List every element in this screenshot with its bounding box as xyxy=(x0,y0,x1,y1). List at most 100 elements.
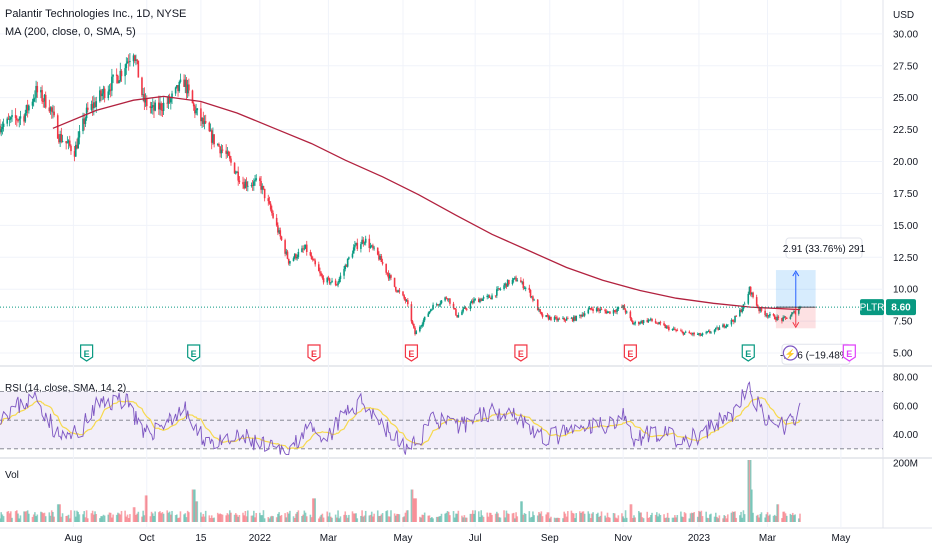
candle xyxy=(108,89,111,92)
candle xyxy=(547,315,550,320)
volume-bar xyxy=(267,517,270,522)
candle xyxy=(498,288,501,290)
volume-bar xyxy=(346,517,349,522)
volume-bar xyxy=(284,513,286,522)
candle xyxy=(672,328,675,330)
volume-bar xyxy=(168,511,171,522)
candle xyxy=(279,230,282,237)
candle xyxy=(278,230,280,233)
candle xyxy=(178,81,181,92)
candle xyxy=(456,315,458,318)
volume-bar xyxy=(431,516,433,522)
candle xyxy=(284,240,286,254)
candle xyxy=(429,309,432,312)
volume-bar xyxy=(767,515,770,522)
candle xyxy=(253,181,255,186)
candle xyxy=(674,328,676,330)
volume-bar xyxy=(162,513,165,522)
candle xyxy=(764,310,766,316)
candle xyxy=(765,314,768,316)
candle xyxy=(461,311,463,315)
candle xyxy=(354,244,356,248)
volume-bar xyxy=(65,515,67,522)
candle xyxy=(567,318,569,320)
candle xyxy=(331,280,333,283)
candle xyxy=(558,318,561,320)
volume-bar xyxy=(696,516,699,522)
volume-bar xyxy=(539,513,541,522)
candle xyxy=(414,327,416,335)
volume-bar xyxy=(331,517,333,522)
event-label: E xyxy=(745,349,751,359)
candle xyxy=(634,321,636,324)
candle xyxy=(236,171,238,173)
volume-bar xyxy=(405,510,408,522)
candle xyxy=(250,185,253,186)
candle xyxy=(84,118,87,125)
volume-bar xyxy=(605,517,608,522)
candle xyxy=(789,316,792,319)
candle xyxy=(439,303,442,305)
candle xyxy=(368,238,371,249)
candle xyxy=(731,319,734,322)
volume-bar xyxy=(714,512,717,522)
volume-bar xyxy=(202,513,205,522)
volume-bar xyxy=(83,511,86,522)
candle xyxy=(23,116,25,122)
volume-bar xyxy=(598,516,600,522)
candle xyxy=(612,310,615,314)
volume-bar xyxy=(58,504,60,522)
volume-bar xyxy=(589,517,592,522)
candle xyxy=(137,60,140,78)
volume-bar xyxy=(186,510,189,522)
price-tick-label: 22.50 xyxy=(893,125,918,136)
volume-bar xyxy=(91,510,94,522)
volume-bar xyxy=(330,516,332,522)
volume-bar xyxy=(757,514,759,522)
volume-bar xyxy=(617,515,620,522)
volume-bar xyxy=(503,510,505,522)
candle xyxy=(174,87,177,94)
candle xyxy=(286,251,289,259)
volume-bar xyxy=(87,518,89,522)
volume-bar xyxy=(143,515,146,522)
candle xyxy=(574,316,576,321)
volume-bar xyxy=(797,518,800,522)
volume-bar xyxy=(449,515,451,522)
candle xyxy=(597,308,599,310)
volume-bar xyxy=(253,510,255,522)
candle xyxy=(111,76,113,91)
candle xyxy=(523,288,526,289)
candle xyxy=(334,280,337,285)
volume-bar xyxy=(784,513,787,522)
candle xyxy=(783,316,786,318)
candle xyxy=(177,85,179,92)
volume-bar xyxy=(639,512,641,522)
candle xyxy=(49,107,52,112)
volume-bar xyxy=(799,513,801,522)
candle xyxy=(87,107,89,110)
volume-bar xyxy=(174,515,177,522)
volume-bar xyxy=(403,516,406,522)
candle xyxy=(446,298,449,300)
measure-up-arrowhead xyxy=(792,270,800,277)
volume-bar xyxy=(699,511,701,522)
candle xyxy=(575,315,578,321)
volume-bar xyxy=(304,512,307,522)
candle xyxy=(292,258,295,262)
candle xyxy=(133,55,136,61)
candle xyxy=(457,314,460,318)
candle xyxy=(227,151,230,156)
volume-bar xyxy=(464,517,467,522)
candle xyxy=(35,85,37,98)
volume-bar xyxy=(402,517,404,522)
volume-bar xyxy=(259,512,261,522)
volume-bar xyxy=(630,504,633,522)
candle xyxy=(548,316,551,320)
volume-bar xyxy=(540,511,543,522)
x-tick-label: 15 xyxy=(195,533,207,544)
volume-bar xyxy=(583,513,586,522)
volume-bar xyxy=(227,514,230,522)
volume-bar xyxy=(587,511,590,522)
